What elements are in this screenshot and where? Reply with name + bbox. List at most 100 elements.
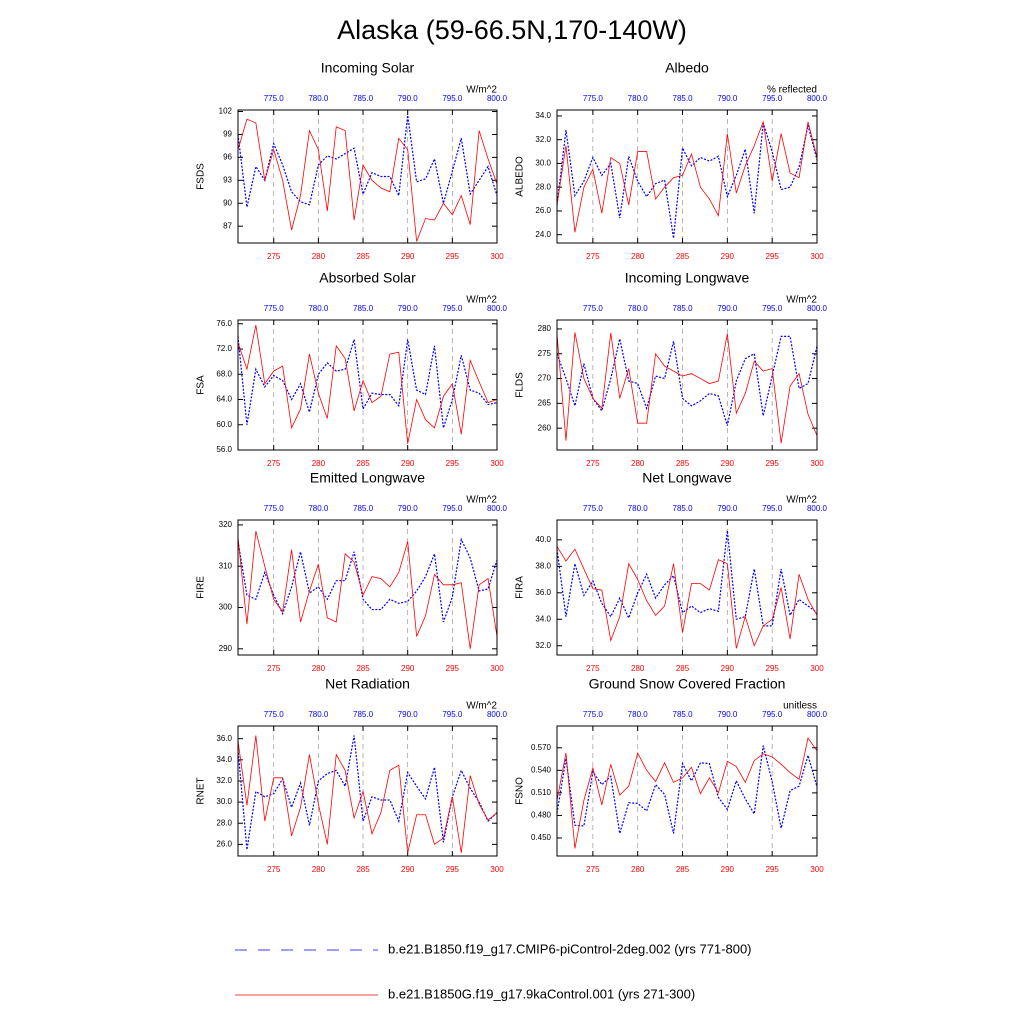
y-tick-label: 68.0	[216, 369, 232, 378]
units-label: W/m^2	[466, 701, 497, 712]
x-tick-label: 295	[765, 865, 779, 874]
x-tick-label: 275	[267, 252, 281, 261]
x-tick-label: 275	[267, 664, 281, 673]
series-line	[237, 735, 498, 850]
x-tick-label: 280	[631, 252, 645, 261]
x2-tick-label: 780.0	[628, 94, 649, 103]
y-tick-label: 32.0	[216, 776, 232, 785]
plot-frame	[556, 725, 818, 857]
x2-tick-label: 780.0	[308, 710, 329, 719]
x2-tick-label: 785.0	[673, 504, 694, 513]
y-tick-label: 72.0	[216, 344, 232, 353]
x2-tick-label: 790.0	[398, 710, 419, 719]
y-tick-label: 275	[538, 349, 552, 358]
y-tick-label: 34.0	[535, 111, 551, 120]
y-axis-label: FSNO	[515, 777, 526, 805]
x2-tick-label: 780.0	[308, 504, 329, 513]
x2-tick-label: 775.0	[583, 504, 604, 513]
panel-title: Emitted Longwave	[310, 470, 425, 486]
y-axis-label: FSDS	[196, 163, 207, 190]
x2-tick-label: 790.0	[398, 504, 419, 513]
x2-tick-label: 800.0	[807, 94, 828, 103]
x2-tick-label: 775.0	[264, 710, 285, 719]
figure-title: Alaska (59-66.5N,170-140W)	[337, 15, 687, 45]
plot-frame	[237, 109, 498, 244]
x-tick-label: 280	[312, 252, 326, 261]
x-tick-label: 290	[721, 664, 735, 673]
x-tick-label: 280	[312, 664, 326, 673]
x2-tick-label: 795.0	[442, 304, 463, 313]
x-tick-label: 300	[810, 865, 824, 874]
series-line	[237, 531, 498, 649]
y-tick-label: 90	[223, 198, 232, 207]
y-tick-label: 0.450	[531, 833, 552, 842]
x-tick-label: 275	[586, 252, 600, 261]
y-axis-label: FLDS	[515, 372, 526, 398]
x-tick-label: 300	[490, 459, 504, 468]
panel-title: Net Longwave	[642, 470, 732, 486]
y-tick-label: 56.0	[216, 445, 232, 454]
series-line	[237, 118, 498, 242]
x2-tick-label: 785.0	[673, 304, 694, 313]
x-tick-label: 275	[267, 459, 281, 468]
y-tick-label: 320	[219, 520, 233, 529]
y-tick-label: 30.0	[535, 159, 551, 168]
x-tick-label: 290	[721, 459, 735, 468]
y-tick-label: 76.0	[216, 319, 232, 328]
x2-tick-label: 795.0	[762, 304, 783, 313]
legend-label: b.e21.B1850G.f19_g17.9kaControl.001 (yrs…	[388, 986, 695, 1001]
x-tick-label: 295	[446, 664, 460, 673]
x-tick-label: 280	[631, 865, 645, 874]
y-tick-label: 0.480	[531, 811, 552, 820]
series-line	[237, 336, 498, 429]
y-tick-label: 260	[538, 423, 552, 432]
panel-title: Net Radiation	[325, 676, 410, 692]
plot-frame	[237, 519, 498, 656]
y-tick-label: 28.0	[216, 818, 232, 827]
y-tick-label: 0.510	[531, 788, 552, 797]
y-tick-label: 24.0	[535, 230, 551, 239]
x-tick-label: 295	[446, 865, 460, 874]
x2-tick-label: 790.0	[398, 304, 419, 313]
x-tick-label: 285	[356, 865, 370, 874]
y-tick-label: 87	[223, 221, 232, 230]
x-tick-label: 290	[721, 252, 735, 261]
y-tick-label: 26.0	[535, 206, 551, 215]
y-axis-label: FIRA	[515, 576, 526, 599]
x-tick-label: 300	[490, 865, 504, 874]
x-tick-label: 290	[401, 459, 415, 468]
x2-tick-label: 800.0	[807, 504, 828, 513]
x-tick-label: 295	[765, 252, 779, 261]
series-line	[556, 332, 818, 444]
y-tick-label: 99	[223, 130, 232, 139]
plot-frame	[556, 109, 818, 244]
y-tick-label: 290	[219, 644, 233, 653]
plot-frame	[556, 319, 818, 451]
panel-title: Absorbed Solar	[319, 270, 416, 286]
x2-tick-label: 800.0	[487, 504, 508, 513]
x-tick-label: 285	[356, 459, 370, 468]
x-tick-label: 300	[490, 664, 504, 673]
x2-tick-label: 785.0	[673, 94, 694, 103]
x-tick-label: 290	[401, 865, 415, 874]
x-tick-label: 290	[721, 865, 735, 874]
y-tick-label: 34.0	[216, 755, 232, 764]
x-tick-label: 285	[676, 865, 690, 874]
x-tick-label: 285	[676, 252, 690, 261]
series-line	[556, 120, 818, 233]
x-tick-label: 275	[267, 865, 281, 874]
y-tick-label: 36.0	[535, 588, 551, 597]
y-axis-label: ALBEDO	[515, 156, 526, 197]
x-tick-label: 280	[312, 865, 326, 874]
y-tick-label: 102	[219, 107, 233, 116]
x2-tick-label: 785.0	[353, 304, 374, 313]
y-tick-label: 38.0	[535, 561, 551, 570]
x-tick-label: 285	[676, 664, 690, 673]
x2-tick-label: 785.0	[353, 504, 374, 513]
y-tick-label: 280	[538, 324, 552, 333]
y-tick-label: 300	[219, 603, 233, 612]
panel-title: Incoming Solar	[321, 60, 415, 76]
series-line	[556, 745, 818, 834]
y-tick-label: 93	[223, 175, 232, 184]
y-tick-label: 270	[538, 374, 552, 383]
